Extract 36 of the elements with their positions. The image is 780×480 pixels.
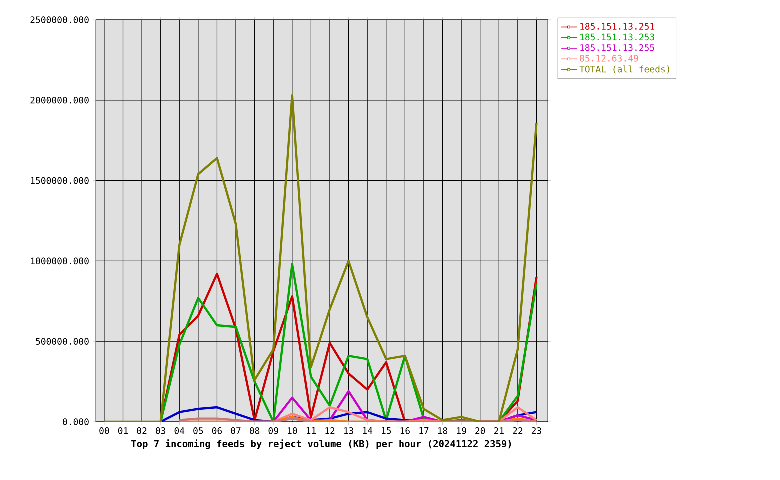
x-tick-label: 06 <box>212 428 222 434</box>
legend-label: 185.151.13.255 <box>580 44 654 52</box>
x-tick-label: 18 <box>438 428 448 434</box>
x-tick-label: 04 <box>174 428 185 434</box>
legend-label: TOTAL (all feeds) <box>580 66 670 74</box>
x-tick-label: 13 <box>344 428 354 434</box>
x-tick-label: 00 <box>100 428 110 434</box>
y-tick-label: 500000.000 <box>36 338 89 345</box>
y-tick-label: 2000000.000 <box>30 97 89 104</box>
x-tick-label: 15 <box>382 428 392 434</box>
x-tick-label: 01 <box>118 428 128 434</box>
x-tick-label: 07 <box>231 428 241 434</box>
x-tick-label: 23 <box>532 428 542 434</box>
x-tick-label: 12 <box>326 428 335 434</box>
y-tick-label: 2500000.000 <box>30 16 89 24</box>
legend-label: 185.151.13.251 <box>580 23 654 30</box>
x-tick-label: 05 <box>194 428 204 434</box>
x-tick-label: 20 <box>476 428 486 434</box>
x-tick-label: 02 <box>137 428 147 434</box>
x-tick-label: 14 <box>363 428 373 434</box>
x-tick-label: 21 <box>494 428 504 434</box>
x-tick-label: 17 <box>420 428 429 434</box>
x-tick-label: 09 <box>268 428 278 434</box>
legend-label: 185.151.13.253 <box>580 34 654 41</box>
y-tick-label: 1000000.000 <box>31 258 89 265</box>
legend-label: 85.12.63.49 <box>580 55 638 62</box>
x-tick-label: 03 <box>156 428 166 434</box>
x-tick-label: 11 <box>306 428 316 434</box>
y-tick-label: 1500000.000 <box>31 177 89 184</box>
y-tick-label: 0.000 <box>63 418 89 426</box>
x-tick-label: 16 <box>400 428 410 434</box>
x-tick-label: 10 <box>288 428 298 434</box>
text: Top 7 incoming feeds by reject volume (KB) per hour (20241122 2359) <box>132 440 512 450</box>
x-tick-label: 22 <box>513 428 523 434</box>
x-tick-label: 08 <box>250 428 260 434</box>
x-tick-label: 19 <box>457 428 466 434</box>
